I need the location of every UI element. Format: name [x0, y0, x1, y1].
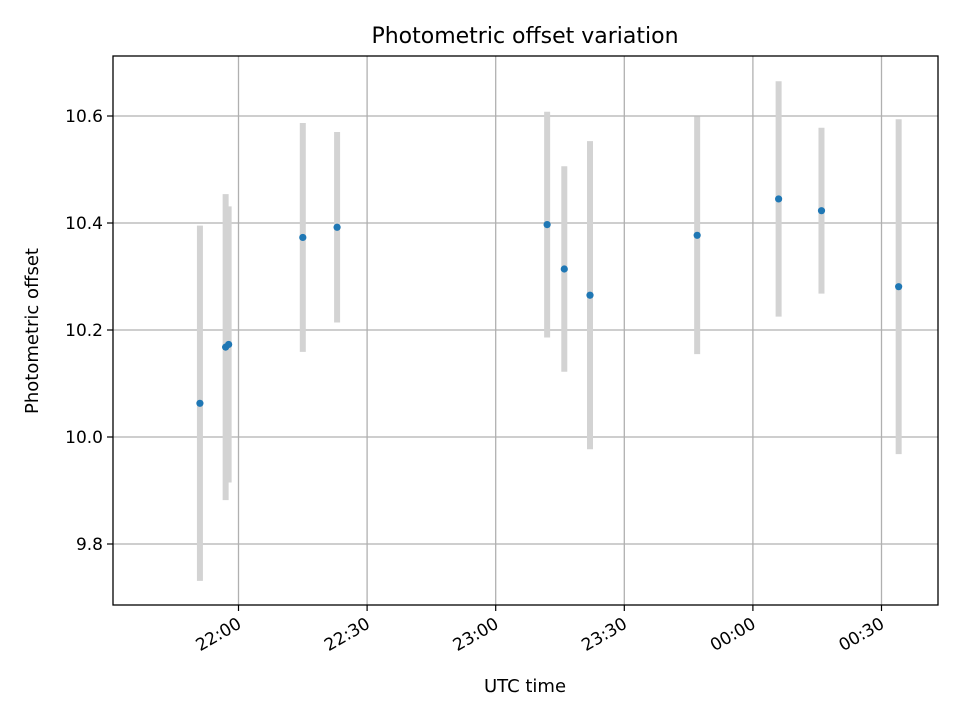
chart-title: Photometric offset variation: [371, 24, 678, 49]
data-point: [693, 231, 701, 239]
data-point: [196, 399, 204, 407]
y-tick-label: 10.2: [65, 321, 103, 341]
y-tick-label: 10.0: [65, 428, 103, 448]
data-point: [333, 223, 341, 231]
data-points: [196, 195, 903, 407]
data-point: [225, 340, 233, 349]
data-point: [895, 283, 903, 291]
y-tick-label: 10.6: [65, 107, 103, 127]
y-tick-label: 9.8: [76, 535, 103, 555]
x-axis-label: UTC time: [484, 676, 566, 697]
data-point: [586, 291, 594, 299]
data-point: [560, 265, 568, 273]
data-point: [543, 221, 551, 229]
grid: [113, 56, 938, 605]
y-axis-ticks: 9.8 10.0 10.2 10.4 10.6: [65, 107, 113, 555]
data-point: [299, 233, 307, 242]
data-point: [775, 195, 783, 203]
y-axis-label: Photometric offset: [22, 248, 43, 414]
data-point: [817, 207, 826, 215]
y-tick-label: 10.4: [65, 214, 103, 234]
